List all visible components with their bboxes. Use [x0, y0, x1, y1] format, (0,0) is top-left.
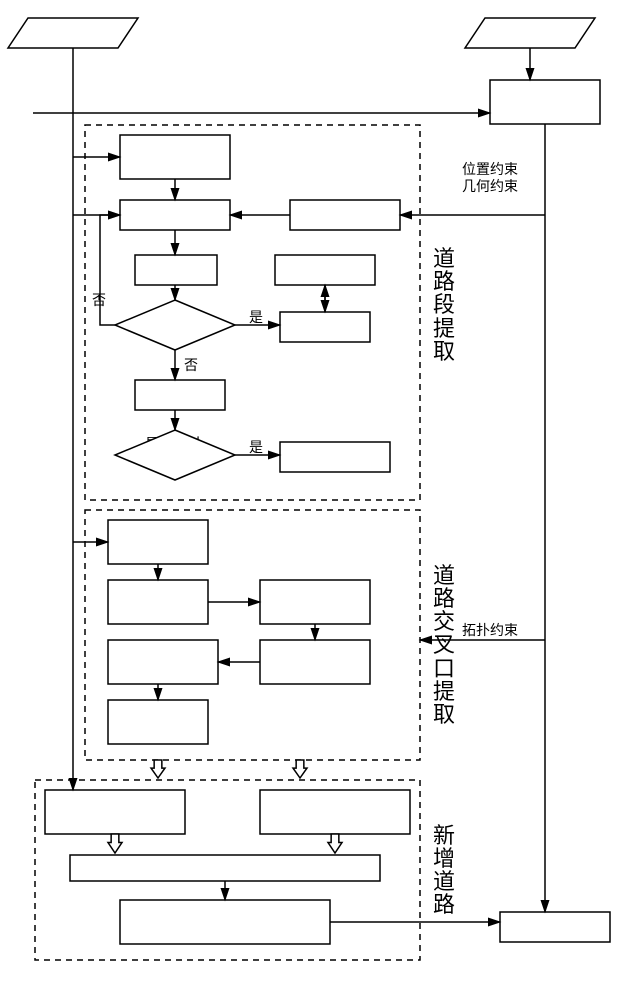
node-idxagg: 指数像元聚合度计算: [108, 640, 218, 684]
node-intidx: 交叉口结构指数: [108, 700, 208, 744]
edge-label: 是: [247, 307, 265, 327]
node-newroad1: 基于样本学习的新增道路提取: [45, 790, 185, 834]
node-inittmpl: 初始化模板: [275, 255, 375, 285]
node-updated: 更新后道路网: [500, 912, 610, 942]
node-ismatch: 是否匹配: [115, 300, 235, 350]
node-isstop: 是否终止跟踪: [115, 430, 235, 480]
group-label-inter: 道路交叉口提取: [432, 545, 456, 745]
node-tmplextract: 道路模板提取: [120, 200, 230, 230]
node-input1: 高分遥感影像: [18, 18, 128, 48]
edge-label: 拓扑约束: [460, 620, 520, 640]
node-inittrack: 初始跟踪信息: [290, 200, 400, 230]
node-newroad2: 基于几何特征和交叉结构的路网连接: [260, 790, 410, 834]
node-roadresult: 道路提取结果: [280, 442, 390, 472]
edge-label: 是: [247, 437, 265, 457]
node-peak: 直方图有效峰值检测: [260, 580, 370, 624]
node-verify: 基于多特征证据模糊推理的道路验证: [120, 900, 330, 944]
node-intimg: 交叉口影像切片: [108, 520, 208, 564]
node-filter: 多方向形态学滤波: [120, 135, 230, 179]
edge-label: 否: [182, 355, 200, 375]
node-crosspix: 交叉口像元结构指数: [260, 640, 370, 684]
group-label-seg: 道路段提取: [432, 225, 456, 385]
edge-label: 位置约束几何约束: [460, 163, 520, 197]
node-roaddetect: 道路检测: [280, 312, 370, 342]
node-features: 边缘、光谱、上下文地物、拓扑: [70, 855, 380, 881]
node-match: 模板匹配: [135, 255, 217, 285]
edge-label: 否: [90, 290, 108, 310]
node-register: 导航路网矢量配准: [490, 80, 600, 124]
node-input2: 导航路网矢量: [475, 18, 585, 48]
node-pixhist: 像元方向直方图: [108, 580, 208, 624]
group-label-new: 新增道路: [432, 810, 456, 930]
node-pnlearn: P-N 学习: [135, 380, 225, 410]
